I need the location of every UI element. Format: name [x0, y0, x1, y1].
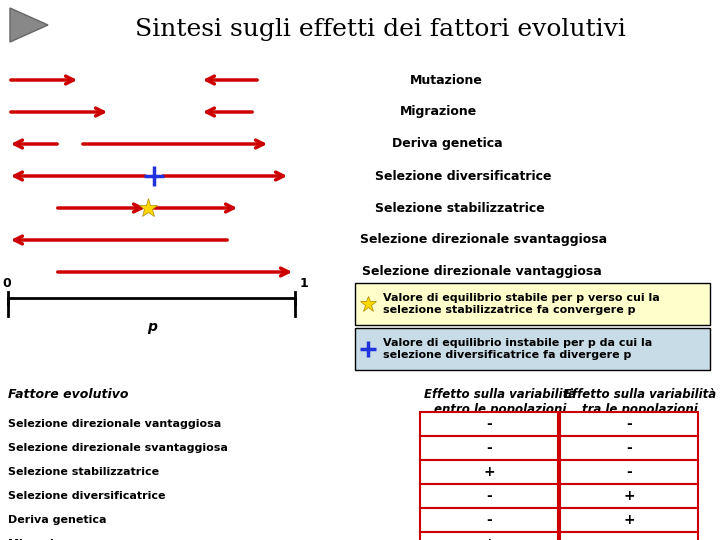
Text: +: +	[483, 465, 495, 479]
Text: -: -	[626, 465, 632, 479]
Text: -: -	[626, 441, 632, 455]
Text: Selezione diversificatrice: Selezione diversificatrice	[8, 491, 166, 501]
Text: -: -	[486, 441, 492, 455]
Bar	[560, 484, 698, 508]
Text: 1: 1	[300, 277, 309, 290]
Bar	[560, 460, 698, 484]
Text: Selezione direzionale svantaggiosa: Selezione direzionale svantaggiosa	[360, 233, 607, 246]
Text: Fattore evolutivo: Fattore evolutivo	[8, 388, 128, 401]
Bar	[355, 328, 710, 370]
Text: Selezione diversificatrice: Selezione diversificatrice	[375, 170, 552, 183]
Text: Deriva genetica: Deriva genetica	[392, 138, 503, 151]
Bar	[560, 532, 698, 540]
Bar	[560, 436, 698, 460]
Text: -: -	[626, 417, 632, 431]
Text: Selezione stabilizzatrice: Selezione stabilizzatrice	[8, 467, 159, 477]
Bar	[420, 412, 558, 436]
Text: Migrazione: Migrazione	[8, 539, 77, 540]
Text: Valore di equilibrio stabile per p verso cui la
selezione stabilizzatrice fa con: Valore di equilibrio stabile per p verso…	[383, 293, 660, 315]
Text: 0: 0	[2, 277, 11, 290]
Text: -: -	[626, 537, 632, 540]
Text: Sintesi sugli effetti dei fattori evolutivi: Sintesi sugli effetti dei fattori evolut…	[135, 18, 626, 41]
Text: Selezione stabilizzatrice: Selezione stabilizzatrice	[375, 201, 545, 214]
Text: +: +	[483, 537, 495, 540]
Bar	[355, 283, 710, 325]
Bar	[420, 508, 558, 532]
Text: Deriva genetica: Deriva genetica	[8, 515, 107, 525]
Text: -: -	[486, 513, 492, 527]
Bar	[560, 508, 698, 532]
Text: -: -	[486, 417, 492, 431]
Text: -: -	[486, 489, 492, 503]
Text: +: +	[624, 513, 635, 527]
Text: Selezione direzionale vantaggiosa: Selezione direzionale vantaggiosa	[362, 266, 602, 279]
Text: p: p	[147, 320, 157, 334]
Bar	[560, 412, 698, 436]
Text: Selezione direzionale svantaggiosa: Selezione direzionale svantaggiosa	[8, 443, 228, 453]
Text: +: +	[624, 489, 635, 503]
Text: Mutazione: Mutazione	[410, 73, 483, 86]
Polygon shape	[10, 8, 48, 42]
Bar	[420, 532, 558, 540]
Bar	[420, 460, 558, 484]
Text: Valore di equilibrio instabile per p da cui la
selezione diversificatrice fa div: Valore di equilibrio instabile per p da …	[383, 338, 652, 360]
Bar	[420, 484, 558, 508]
Text: Effetto sulla variabilità
entro le popolazioni: Effetto sulla variabilità entro le popol…	[424, 388, 576, 416]
Text: Effetto sulla variabilità
tra le popolazioni: Effetto sulla variabilità tra le popolaz…	[564, 388, 716, 416]
Text: Selezione direzionale vantaggiosa: Selezione direzionale vantaggiosa	[8, 419, 221, 429]
Text: Migrazione: Migrazione	[400, 105, 477, 118]
Bar	[420, 436, 558, 460]
